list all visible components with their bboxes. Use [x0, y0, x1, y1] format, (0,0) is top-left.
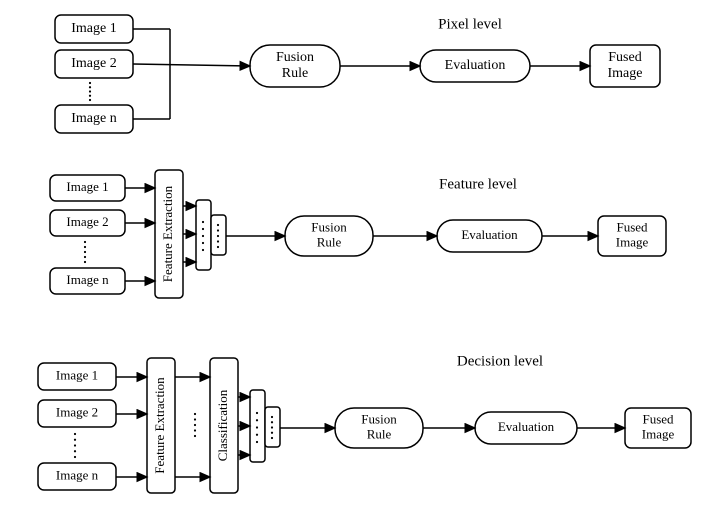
svg-text:Image 2: Image 2: [56, 404, 98, 419]
svg-text:Image n: Image n: [66, 272, 109, 287]
svg-text:Decision level: Decision level: [457, 353, 543, 369]
svg-text:Classification: Classification: [215, 389, 230, 461]
svg-text:Rule: Rule: [367, 426, 392, 441]
svg-text:Image 1: Image 1: [66, 179, 108, 194]
svg-text:Feature Extraction: Feature Extraction: [160, 185, 175, 282]
svg-text:Image 1: Image 1: [56, 367, 98, 382]
svg-text:Image: Image: [616, 234, 649, 249]
svg-text:Image n: Image n: [71, 111, 116, 126]
svg-text:Rule: Rule: [282, 66, 308, 81]
svg-text:Fused: Fused: [608, 50, 641, 65]
svg-text:Fusion: Fusion: [276, 50, 314, 65]
svg-text:Pixel level: Pixel level: [438, 16, 502, 32]
svg-text:Evaluation: Evaluation: [445, 58, 506, 73]
svg-text:Feature level: Feature level: [439, 176, 517, 192]
svg-text:Evaluation: Evaluation: [461, 227, 518, 242]
svg-text:Image: Image: [608, 66, 643, 81]
svg-text:Image n: Image n: [56, 467, 99, 482]
fusion-levels-diagram: Pixel levelImage 1Image 2Image nFusionRu…: [0, 0, 711, 519]
svg-text:Evaluation: Evaluation: [498, 419, 555, 434]
svg-text:Image 2: Image 2: [66, 214, 108, 229]
svg-text:Image 2: Image 2: [71, 56, 116, 71]
svg-text:Fused: Fused: [642, 411, 674, 426]
svg-text:Image: Image: [642, 426, 675, 441]
svg-text:Fusion: Fusion: [311, 219, 347, 234]
svg-text:Feature Extraction: Feature Extraction: [152, 377, 167, 474]
svg-text:Fusion: Fusion: [361, 411, 397, 426]
svg-text:Fused: Fused: [616, 219, 648, 234]
svg-text:Image 1: Image 1: [71, 21, 116, 36]
svg-text:Rule: Rule: [317, 234, 342, 249]
